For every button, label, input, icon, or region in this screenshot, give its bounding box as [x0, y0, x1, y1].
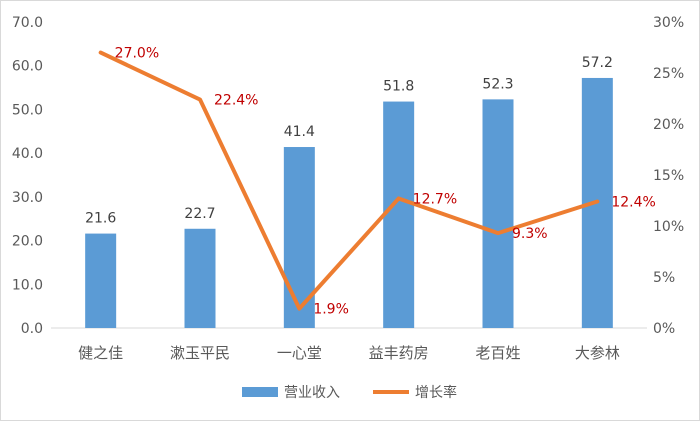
growth-line: [101, 53, 598, 309]
right-axis-tick-label: 0%: [653, 321, 675, 337]
line-series: [101, 53, 598, 309]
left-axis-tick-label: 0.0: [21, 321, 43, 337]
bar-data-label: 22.7: [184, 206, 215, 222]
right-axis-tick-label: 10%: [653, 219, 684, 235]
left-axis-tick-label: 40.0: [12, 146, 43, 162]
right-axis: 0% 5% 10% 15% 20% 25% 30%: [653, 15, 684, 337]
x-axis-category-label: 一心堂: [277, 344, 322, 362]
left-axis-tick-label: 60.0: [12, 59, 43, 75]
bar: [185, 229, 216, 328]
bar-data-label: 21.6: [85, 211, 116, 227]
legend-label-bar: 营业收入: [284, 385, 340, 401]
left-axis-tick-label: 10.0: [12, 277, 43, 293]
bar-series: [85, 78, 613, 328]
legend-label-line: 增长率: [415, 384, 457, 401]
bar: [284, 147, 315, 328]
bar-data-label: 41.4: [284, 124, 315, 140]
legend: 营业收入 增长率: [242, 384, 457, 401]
line-data-label: 27.0%: [115, 46, 159, 62]
x-axis-categories: 健之佳 漱玉平民 一心堂 益丰药房 老百姓 大参林: [78, 344, 620, 362]
left-axis: 0.0 10.0 20.0 30.0 40.0 50.0 60.0 70.0: [12, 15, 43, 337]
left-axis-tick-label: 30.0: [12, 190, 43, 206]
line-data-label: 22.4%: [214, 93, 258, 109]
bar-data-label: 52.3: [482, 76, 513, 92]
right-axis-tick-label: 15%: [653, 168, 684, 184]
x-axis-category-label: 健之佳: [78, 344, 123, 362]
x-axis-category-label: 大参林: [575, 344, 620, 362]
line-data-label: 12.4%: [611, 195, 655, 211]
x-axis-category-label: 益丰药房: [369, 344, 429, 362]
x-axis-category-label: 漱玉平民: [170, 344, 230, 362]
line-data-label: 1.9%: [313, 302, 349, 318]
x-axis-category-label: 老百姓: [475, 344, 520, 362]
bar: [383, 102, 414, 328]
line-data-label: 12.7%: [413, 191, 457, 207]
right-axis-tick-label: 5%: [653, 270, 675, 286]
bar: [85, 234, 116, 328]
bar-data-label: 51.8: [383, 79, 414, 95]
right-axis-tick-label: 20%: [653, 117, 684, 133]
legend-swatch-bar: [242, 387, 278, 397]
bar: [483, 99, 514, 328]
left-axis-tick-label: 50.0: [12, 102, 43, 118]
right-axis-tick-label: 25%: [653, 66, 684, 82]
line-data-label: 9.3%: [512, 226, 548, 242]
left-axis-tick-label: 20.0: [12, 234, 43, 250]
bar-data-label: 57.2: [582, 55, 613, 71]
right-axis-tick-label: 30%: [653, 15, 684, 31]
left-axis-tick-label: 70.0: [12, 15, 43, 31]
